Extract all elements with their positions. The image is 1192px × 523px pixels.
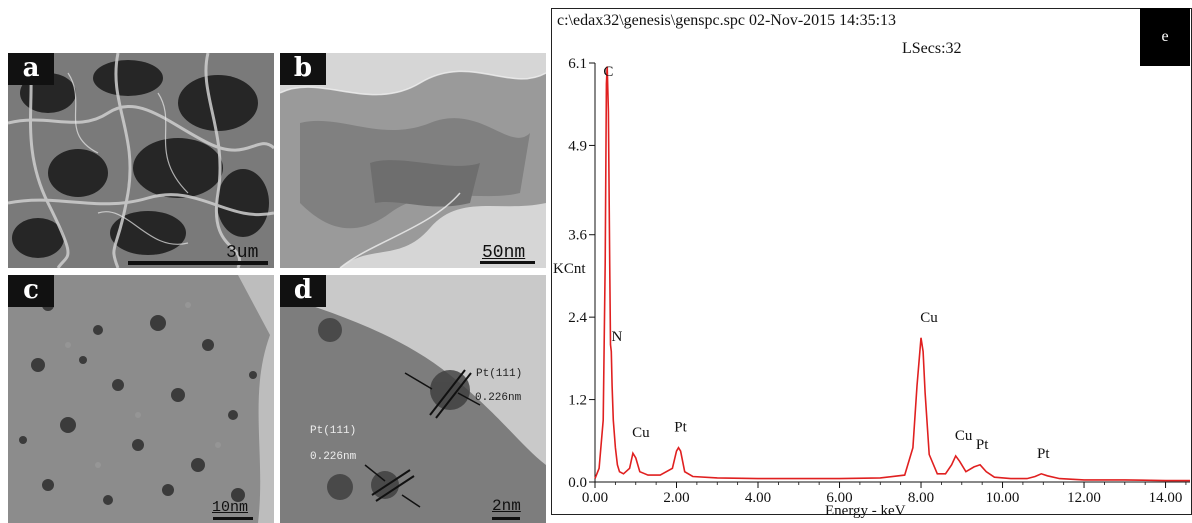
panel-d-label: d	[280, 275, 326, 307]
panel-e-label: e	[1140, 8, 1190, 66]
panel-b-label: b	[280, 53, 326, 85]
eds-ylabel: KCnt	[553, 261, 586, 277]
peak-label-cu: Cu	[955, 428, 973, 444]
panel-a-scale-label: 3um	[226, 243, 259, 263]
peak-label-n: N	[611, 329, 622, 345]
x-tick-label: 4.00	[745, 490, 771, 506]
x-tick-label: 10.00	[986, 490, 1020, 506]
panel-c-label: c	[8, 275, 54, 307]
eds-spectrum-chart: 0.0 1.2 2.4 3.6 4.9 6.1 0.00 2.00 4.00 6.00 8.00 10…	[568, 56, 1190, 506]
y-tick-label: 4.9	[568, 138, 587, 154]
peak-label-pt: Pt	[976, 437, 989, 453]
panel-b-tem-image: b 50nm	[280, 53, 546, 268]
hrtem-lattice-texture	[280, 275, 546, 523]
tem-nanoparticle-texture	[8, 275, 274, 523]
peak-label-pt: Pt	[1037, 446, 1050, 462]
panel-d-hrtem-image: d Pt(111) 0.226nm Pt(111) 0.226nm 2nm	[280, 275, 546, 523]
spectrum-line	[594, 66, 1190, 482]
lattice-spacing-top: 0.226nm	[475, 392, 522, 404]
panel-a-sem-image: a 3um	[8, 53, 274, 268]
eds-header-line: c:\edax32\genesis\genspc.spc 02-Nov-2015…	[557, 12, 897, 29]
y-tick-label: 1.2	[568, 393, 587, 409]
panel-d-scale-label: 2nm	[492, 497, 521, 515]
tem-sheet-texture	[280, 53, 546, 268]
sem-porous-texture	[8, 53, 274, 268]
x-tick-label: 14.00	[1149, 490, 1183, 506]
panel-c-scale-label: 10nm	[212, 499, 249, 516]
peak-label-cu: Cu	[632, 425, 650, 441]
y-tick-label: 2.4	[568, 310, 587, 326]
eds-spectrum-frame	[551, 8, 1192, 515]
x-tick-label: 12.00	[1067, 490, 1101, 506]
peak-label-c: C	[603, 64, 613, 80]
eds-live-secs: LSecs:32	[902, 40, 962, 57]
panel-a-label: a	[8, 53, 54, 85]
eds-xlabel: Energy - keV	[825, 503, 906, 519]
y-tick-label: 0.0	[568, 475, 587, 491]
y-tick-label: 3.6	[568, 228, 587, 244]
lattice-label-pt111-bottom: Pt(111)	[310, 425, 357, 437]
panel-c-tem-image: c 10nm	[8, 275, 274, 523]
y-tick-label: 6.1	[568, 56, 587, 72]
x-tick-label: 8.00	[908, 490, 934, 506]
peak-label-pt: Pt	[674, 420, 687, 436]
peak-label-cu: Cu	[920, 310, 938, 326]
panel-b-scale-label: 50nm	[482, 243, 526, 263]
lattice-spacing-bottom: 0.226nm	[310, 451, 357, 463]
x-tick-label: 6.00	[826, 490, 852, 506]
lattice-label-pt111-top: Pt(111)	[476, 368, 523, 380]
x-tick-label: 0.00	[582, 490, 608, 506]
x-tick-label: 2.00	[663, 490, 689, 506]
